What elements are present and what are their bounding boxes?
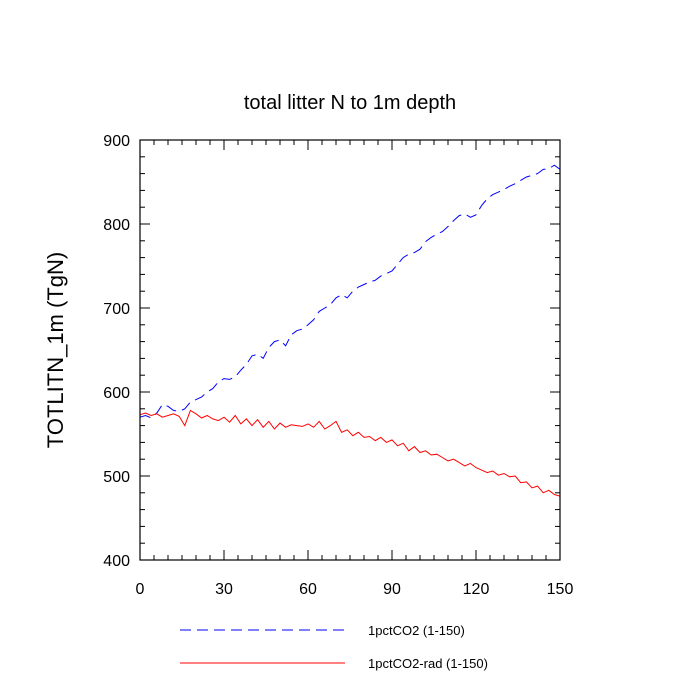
y-tick-label: 800 bbox=[103, 217, 130, 234]
y-tick-label: 400 bbox=[103, 553, 130, 570]
x-tick-label: 60 bbox=[299, 581, 317, 598]
series-line-2 bbox=[139, 409, 561, 497]
y-tick-label: 700 bbox=[103, 301, 130, 318]
x-tick-label: 120 bbox=[463, 581, 490, 598]
y-tick-label: 900 bbox=[103, 133, 130, 150]
x-tick-label: 90 bbox=[383, 581, 401, 598]
legend: 1pctCO2 (1-150) 1pctCO2-rad (1-150) bbox=[180, 623, 488, 671]
y-axis-label: TOTLITN_1m (TgN) bbox=[43, 252, 68, 448]
legend-label-1: 1pctCO2 (1-150) bbox=[368, 623, 465, 638]
y-tick-label: 600 bbox=[103, 385, 130, 402]
plot-frame bbox=[139, 139, 561, 561]
series-line-1 bbox=[139, 164, 561, 419]
x-tick-label: 0 bbox=[136, 581, 145, 598]
series-layer bbox=[139, 164, 561, 497]
axes-layer: 0 30 60 90 120 150 400 500 600 700 800 900 bbox=[103, 133, 573, 598]
x-tick-label: 30 bbox=[215, 581, 233, 598]
y-tick-label: 500 bbox=[103, 469, 130, 486]
chart-title: total litter N to 1m depth bbox=[244, 92, 456, 114]
legend-label-2: 1pctCO2-rad (1-150) bbox=[368, 656, 488, 671]
x-tick-label: 150 bbox=[547, 581, 574, 598]
